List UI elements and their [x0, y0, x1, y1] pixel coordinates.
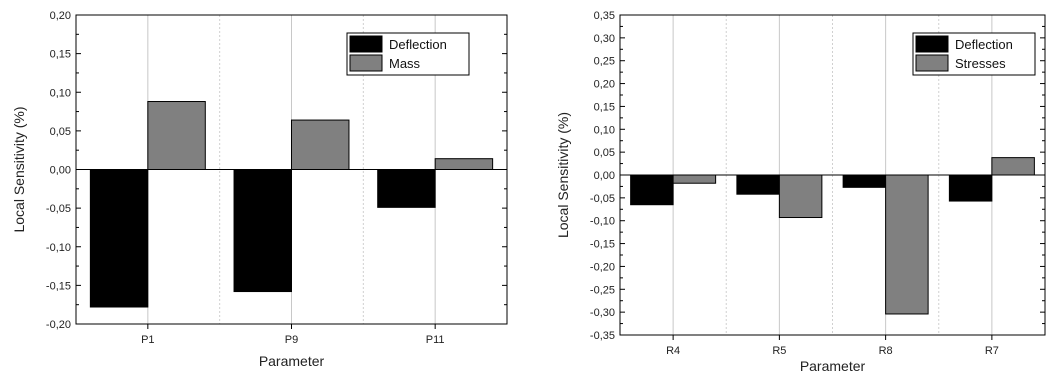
bar-stresses-r7	[991, 157, 1035, 176]
x-tick-label: P1	[141, 334, 154, 346]
y-axis-label: Local Sensitivity (%)	[555, 112, 571, 238]
y-tick-label: 0,10	[594, 124, 615, 136]
chart-2: 0,35 0,30 0,25 0,20 0,15 0,10 0,05 0,00 -0,05 -0,…	[555, 10, 1046, 374]
y-tick-label: 0,25	[594, 56, 615, 68]
y-tick-label: -0,20	[46, 319, 71, 331]
bar-stresses-r4	[672, 174, 717, 184]
y-tick-label: 0,05	[594, 147, 615, 159]
bar-mass-p11	[434, 158, 494, 170]
x-tick-label: R8	[879, 345, 893, 357]
x-axis-label: Parameter	[800, 358, 866, 374]
y-tick-label: -0,10	[46, 242, 71, 254]
y-tick-label: -0,30	[590, 307, 615, 319]
bar-mass-p1	[147, 101, 206, 170]
y-tick-label: 0,15	[594, 101, 615, 113]
legend-swatch	[349, 35, 383, 53]
x-tick-label: R5	[772, 345, 786, 357]
legend: Deflection Mass	[346, 32, 470, 76]
y-tick-label: 0,00	[50, 165, 71, 177]
legend-swatch	[915, 54, 949, 72]
legend: Deflection Stresses	[912, 32, 1036, 76]
y-tick-label: -0,25	[590, 284, 615, 296]
legend-swatch	[915, 35, 949, 53]
bar-deflection-r7	[948, 174, 993, 202]
legend-label: Deflection	[389, 37, 447, 52]
y-tick-label: -0,05	[46, 203, 71, 215]
y-tick-label: 0,00	[594, 170, 615, 182]
x-axis-label: Parameter	[259, 353, 325, 369]
bar-deflection-p11	[377, 169, 436, 208]
legend-label: Mass	[389, 56, 421, 71]
y-tick-label: -0,15	[46, 280, 71, 292]
y-tick-label: 0,10	[50, 87, 71, 99]
x-tick-label: P11	[426, 334, 445, 346]
y-tick-label: -0,05	[590, 193, 615, 205]
legend-label: Stresses	[955, 56, 1006, 71]
bar-deflection-p9	[233, 169, 293, 293]
y-tick-label: 0,15	[50, 49, 71, 61]
y-tick-label: -0,10	[590, 216, 615, 228]
y-tick-label: -0,20	[590, 261, 615, 273]
bar-mass-p9	[291, 119, 350, 170]
y-tick-label: 0,20	[50, 10, 71, 22]
bar-stresses-r5	[778, 174, 823, 219]
y-tick-label: -0,35	[590, 330, 615, 342]
y-tick-label: 0,35	[594, 10, 615, 22]
legend-swatch	[349, 54, 383, 72]
y-tick-label: 0,05	[50, 126, 71, 138]
y-axis-label: Local Sensitivity (%)	[11, 106, 27, 232]
y-tick-label: -0,15	[590, 239, 615, 251]
bar-deflection-r4	[630, 174, 674, 206]
bar-stresses-r8	[885, 174, 929, 315]
y-tick-label: 0,20	[594, 79, 615, 91]
bar-deflection-p1	[89, 169, 149, 308]
x-tick-label: R4	[666, 345, 680, 357]
bar-deflection-r8	[842, 174, 887, 188]
chart-1: 0,20 0,15 0,10 0,05 0,00 -0,05 -0,10 -0,15 -0,20…	[11, 10, 508, 369]
y-tick-label: 0,30	[594, 33, 615, 45]
x-tick-label: R7	[985, 345, 999, 357]
x-tick-label: P9	[285, 334, 298, 346]
legend-label: Deflection	[955, 37, 1013, 52]
bar-deflection-r5	[736, 174, 780, 195]
